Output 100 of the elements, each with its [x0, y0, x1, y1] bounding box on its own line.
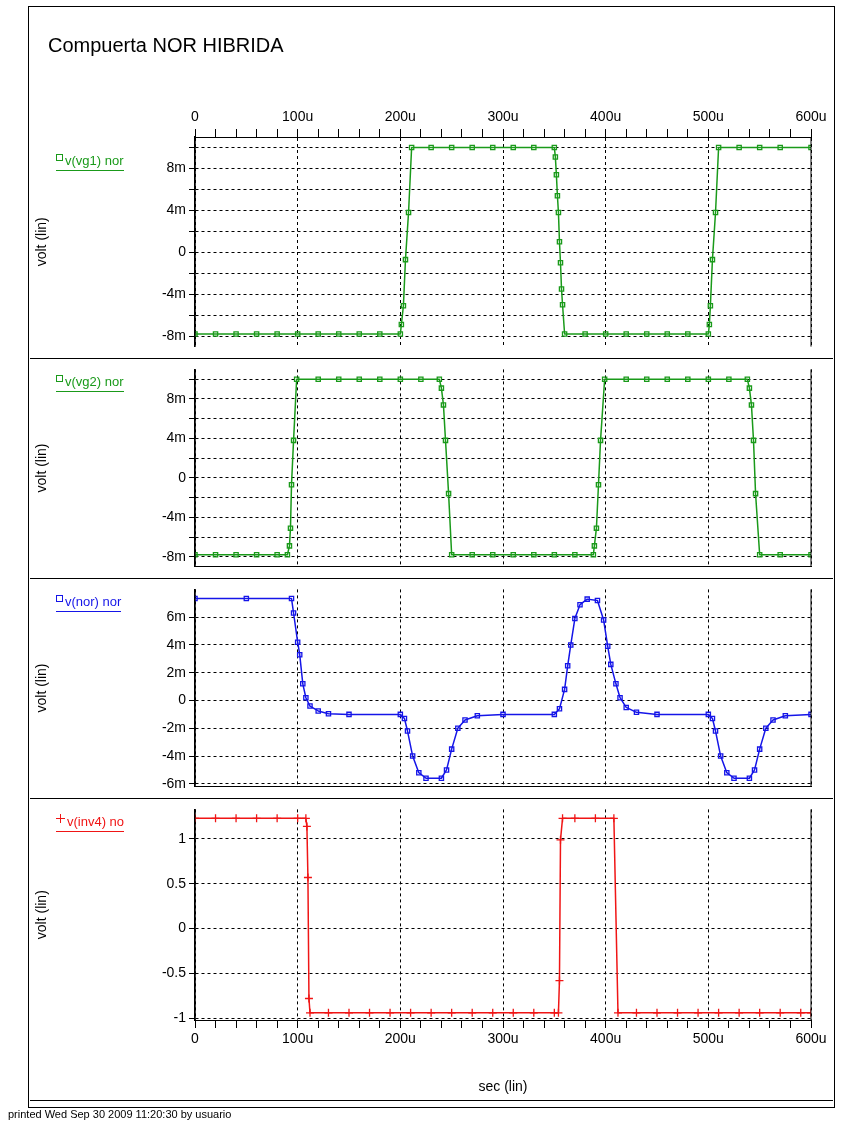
- point: [356, 376, 363, 383]
- point: [462, 717, 468, 723]
- point: [551, 552, 558, 558]
- y-tick-label: 0: [178, 691, 187, 708]
- point: [510, 144, 517, 151]
- x-tick-label: 600u: [795, 1030, 827, 1047]
- point: [705, 331, 712, 337]
- y-tick-label: 8m: [166, 389, 186, 406]
- point: [288, 481, 295, 488]
- x-tick-label: 0: [191, 1030, 200, 1047]
- point: [356, 331, 363, 337]
- point: [489, 144, 496, 151]
- point: [346, 711, 352, 718]
- y-axis-title: volt (lin): [33, 890, 50, 940]
- point: [469, 144, 475, 151]
- point: [233, 331, 239, 337]
- x-tick-label: 100u: [282, 1030, 314, 1047]
- point: [623, 704, 629, 711]
- point: [756, 552, 763, 558]
- y-axis-title: volt (lin): [33, 663, 50, 713]
- point: [404, 728, 411, 734]
- point: [307, 703, 313, 709]
- point: [426, 1008, 436, 1018]
- point: [685, 331, 691, 337]
- x-tick-label: 100u: [282, 108, 314, 125]
- point: [284, 552, 291, 558]
- point: [304, 993, 314, 1004]
- x-tick-label: 200u: [384, 1030, 416, 1047]
- point: [643, 376, 650, 383]
- point: [409, 753, 416, 759]
- point: [748, 402, 755, 408]
- point: [303, 872, 313, 883]
- point: [428, 144, 434, 151]
- y-tick-label: -6m: [161, 774, 186, 791]
- y-tick-label: -4m: [161, 285, 186, 302]
- y-tick-label: 4m: [166, 635, 186, 652]
- point: [744, 376, 751, 383]
- point: [593, 525, 600, 531]
- x-tick-label: 400u: [590, 108, 622, 125]
- legend-label: v(nor) nor: [56, 594, 122, 612]
- point: [609, 813, 619, 824]
- point: [335, 331, 342, 337]
- y-tick-label: 4m: [166, 429, 186, 446]
- point: [418, 376, 424, 383]
- point: [731, 775, 737, 782]
- point: [253, 552, 260, 558]
- point: [608, 661, 614, 668]
- point: [438, 775, 445, 782]
- legend-label: v(vg1) nor: [56, 153, 124, 171]
- y-tick-label: -8m: [161, 547, 186, 564]
- x-tick-label: 300u: [487, 108, 519, 125]
- point: [582, 331, 588, 337]
- point: [717, 753, 724, 759]
- y-tick-label: -8m: [161, 326, 186, 343]
- point: [455, 725, 461, 732]
- point: [423, 775, 429, 782]
- point: [591, 543, 598, 549]
- point: [305, 1008, 315, 1018]
- text: printed Wed Sep 30 2009 11:20:30 by usuario: [8, 1108, 232, 1120]
- point: [705, 376, 712, 383]
- point: [590, 552, 597, 558]
- point: [751, 767, 758, 773]
- point: [448, 552, 455, 558]
- point: [315, 708, 321, 714]
- point: [613, 1008, 623, 1018]
- legend-label: v(vg2) nor: [56, 374, 124, 392]
- point: [643, 331, 650, 337]
- y-tick-label: 0.5: [166, 874, 187, 891]
- y-tick-label: -4m: [161, 508, 186, 525]
- point: [613, 681, 619, 687]
- point: [601, 376, 608, 383]
- point: [558, 286, 565, 292]
- point: [294, 639, 301, 645]
- point: [231, 813, 241, 824]
- point: [756, 746, 763, 752]
- point: [212, 331, 219, 337]
- y-tick-label: -4m: [161, 746, 186, 763]
- point: [397, 376, 404, 383]
- point: [777, 552, 783, 558]
- point: [303, 694, 309, 701]
- point: [440, 402, 447, 408]
- x-tick-label: 500u: [692, 108, 724, 125]
- point: [315, 376, 321, 383]
- point: [734, 1008, 744, 1018]
- point: [693, 1008, 703, 1018]
- point: [385, 1008, 395, 1018]
- point: [253, 331, 260, 337]
- point: [377, 376, 383, 383]
- point: [564, 663, 571, 669]
- point: [652, 1008, 662, 1018]
- y-tick-label: 0: [178, 468, 187, 485]
- point: [438, 385, 445, 391]
- x-tick-label: 0: [191, 108, 200, 125]
- point: [600, 617, 607, 623]
- point: [567, 642, 574, 648]
- point: [233, 552, 239, 558]
- y-tick-label: 8m: [166, 159, 186, 176]
- x-tick-label: 600u: [795, 108, 827, 125]
- point: [274, 331, 280, 337]
- point: [584, 596, 590, 602]
